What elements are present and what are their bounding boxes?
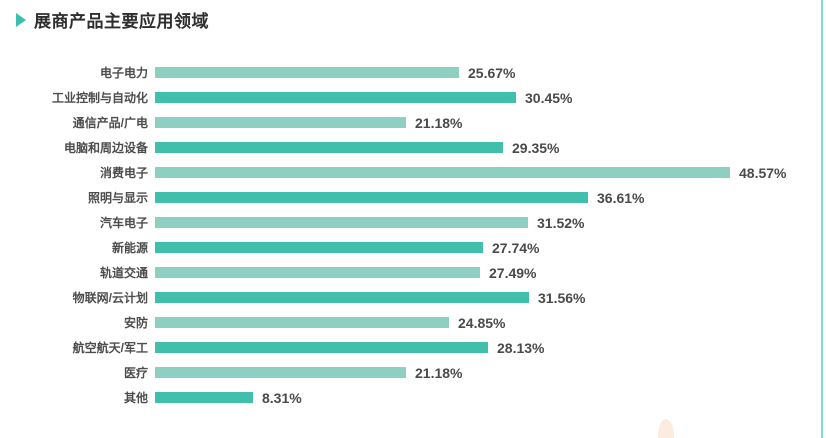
bar [155,117,406,128]
section-title: 展商产品主要应用领域 [34,12,209,31]
category-label: 电子电力 [99,66,148,80]
bar [155,392,253,403]
chart-row: 航空航天/军工 28.13% [8,335,796,360]
value-label: 8.31% [262,389,302,406]
chart-row: 工业控制与自动化 30.45% [8,85,796,110]
category-label: 照明与显示 [87,191,148,205]
category-label: 轨道交通 [99,266,148,280]
category-label: 汽车电子 [99,216,148,230]
bar-chart-rows: 电子电力 25.67% 工业控制与自动化 30.45% 通信产品/广电 21.18% 电脑和… [8,60,796,410]
category-label: 安防 [123,316,148,330]
chart-row: 通信产品/广电 21.18% [8,110,796,135]
value-label: 29.35% [512,139,560,156]
value-label: 31.56% [538,289,586,306]
chart-row: 汽车电子 31.52% [8,210,796,235]
category-label: 物联网/云计划 [72,291,148,305]
bar [155,192,588,203]
bar [155,242,483,253]
chart-row: 电脑和周边设备 29.35% [8,135,796,160]
value-label: 21.18% [415,114,463,131]
bar-chart: 电子电力 25.67% 工业控制与自动化 30.45% 通信产品/广电 21.18% 电脑和… [8,60,796,410]
category-label: 消费电子 [99,166,148,180]
chart-row: 消费电子 48.57% [8,160,796,185]
category-label: 医疗 [123,366,148,380]
category-label: 其他 [123,391,148,405]
bar [155,267,480,278]
category-label: 新能源 [111,241,148,255]
value-label: 27.49% [489,264,537,281]
value-label: 31.52% [537,214,585,231]
category-label: 航空航天/军工 [72,341,148,355]
chart-row: 其他 8.31% [8,385,796,410]
bar [155,367,406,378]
bar [155,67,459,78]
bar [155,217,528,228]
section-header: 展商产品主要应用领域 [16,7,209,32]
value-label: 48.57% [739,164,787,181]
value-label: 36.61% [597,189,645,206]
category-label: 通信产品/广电 [72,116,148,130]
bar [155,167,730,178]
bar [155,342,488,353]
value-label: 30.45% [525,89,573,106]
value-label: 28.13% [497,339,545,356]
chart-row: 物联网/云计划 31.56% [8,285,796,310]
value-label: 24.85% [458,314,506,331]
decorative-blob [658,419,674,438]
chart-row: 轨道交通 27.49% [8,260,796,285]
chart-row: 医疗 21.18% [8,360,796,385]
value-label: 25.67% [468,64,516,81]
bar [155,317,449,328]
right-divider [821,0,823,438]
chart-row: 电子电力 25.67% [8,60,796,85]
value-label: 27.74% [492,239,540,256]
chart-row: 照明与显示 36.61% [8,185,796,210]
bar [155,292,529,303]
bar [155,92,516,103]
value-label: 21.18% [415,364,463,381]
chart-row: 新能源 27.74% [8,235,796,260]
title-marker-icon [16,12,26,27]
category-label: 工业控制与自动化 [51,91,148,105]
chart-row: 安防 24.85% [8,310,796,335]
bar [155,142,503,153]
category-label: 电脑和周边设备 [63,141,148,155]
